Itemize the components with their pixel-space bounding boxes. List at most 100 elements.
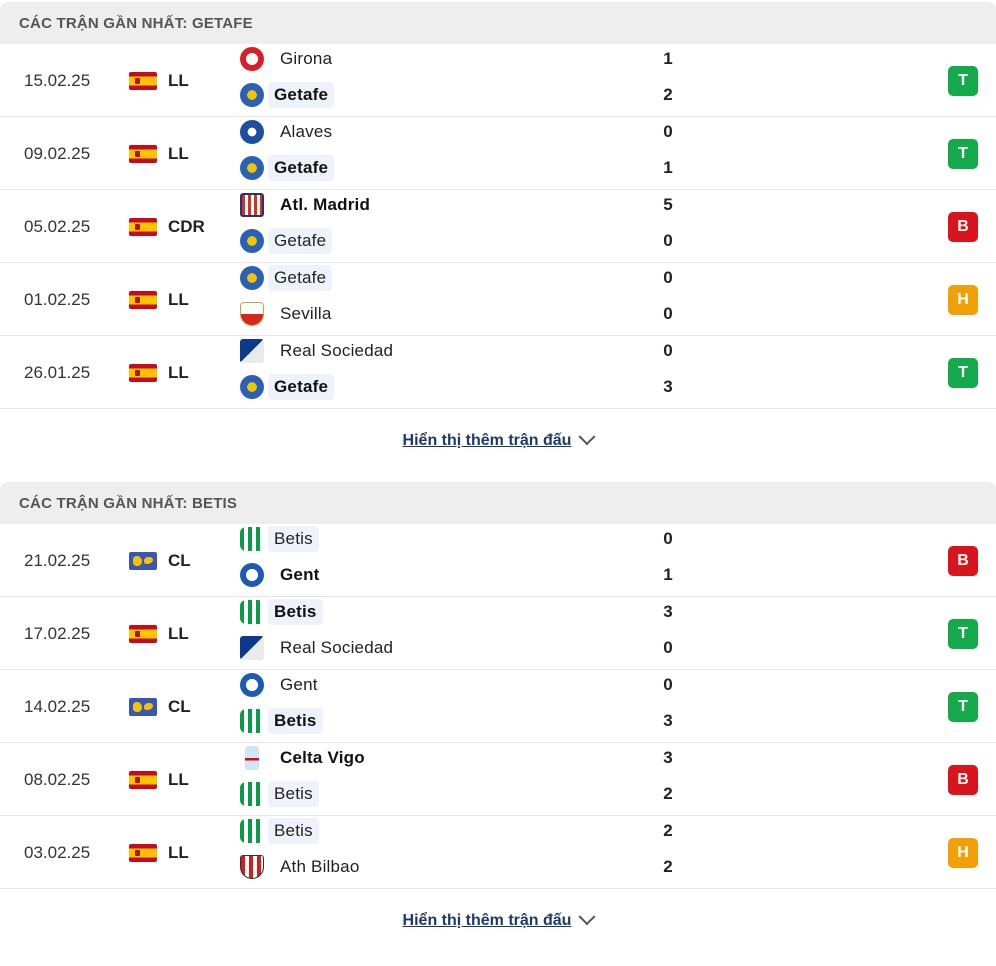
competition-label: LL: [168, 843, 189, 862]
home-team[interactable]: Betis: [240, 525, 319, 553]
competition-label: LL: [168, 624, 189, 643]
team-name: Betis: [268, 526, 319, 552]
result-badge: T: [948, 692, 978, 722]
atl-madrid-logo-icon: [240, 193, 264, 217]
recent-matches-getafe: CÁC TRẬN GẦN NHẤT: GETAFE 15.02.25 LL Giro…: [0, 2, 996, 473]
away-team[interactable]: Betis: [240, 707, 323, 735]
getafe-logo-icon: [240, 375, 264, 399]
home-team[interactable]: Getafe: [240, 264, 333, 292]
home-team[interactable]: Alaves: [240, 118, 338, 146]
match-row[interactable]: 03.02.25 LL Betis 2 Ath Bilbao 2 H: [0, 816, 996, 889]
home-score: 3: [663, 602, 673, 621]
away-team[interactable]: Ath Bilbao: [240, 853, 366, 881]
team-name: Getafe: [268, 228, 333, 254]
home-score: 3: [663, 748, 673, 767]
home-team[interactable]: Girona: [240, 45, 338, 73]
match-row[interactable]: 15.02.25 LL Girona 1 Getafe 2 T: [0, 44, 996, 117]
competition-label: LL: [168, 144, 189, 163]
team-name: Real Sociedad: [280, 341, 394, 360]
away-team[interactable]: Getafe: [240, 81, 335, 109]
home-team[interactable]: Atl. Madrid: [240, 191, 376, 219]
team-name: Betis: [268, 708, 323, 734]
away-score: 2: [663, 857, 673, 876]
team-name: Getafe: [268, 265, 333, 291]
show-more-matches-link[interactable]: Hiển thị thêm trận đấu: [402, 908, 596, 930]
match-row[interactable]: 21.02.25 CL Betis 0 Gent 1 B: [0, 524, 996, 597]
world-flag-icon: [129, 552, 157, 570]
world-flag-icon: [129, 698, 157, 716]
match-row[interactable]: 26.01.25 LL Real Sociedad 0 Getafe 3 T: [0, 336, 996, 409]
away-score: 3: [663, 711, 673, 730]
away-score: 0: [663, 304, 673, 323]
match-date: 01.02.25: [24, 290, 91, 309]
competition-label: CL: [168, 697, 191, 716]
gent-logo-icon: [240, 563, 264, 587]
team-name: Gent: [280, 565, 320, 584]
real-sociedad-logo-icon: [240, 636, 264, 660]
away-team[interactable]: Getafe: [240, 154, 335, 182]
betis-logo-icon: [240, 527, 264, 551]
match-list: 15.02.25 LL Girona 1 Getafe 2 T 09.02.25 LL Alave…: [0, 44, 996, 409]
match-row[interactable]: 05.02.25 CDR Atl. Madrid 5 Getafe 0 B: [0, 190, 996, 263]
competition-label: CDR: [168, 217, 205, 236]
competition-label: CL: [168, 551, 191, 570]
result-badge: T: [948, 66, 978, 96]
getafe-logo-icon: [240, 229, 264, 253]
team-name: Sevilla: [280, 304, 332, 323]
section-title: CÁC TRẬN GẦN NHẤT: GETAFE: [0, 2, 996, 44]
spain-flag-icon: [129, 291, 157, 309]
match-row[interactable]: 08.02.25 LL Celta Vigo 3 Betis 2 B: [0, 743, 996, 816]
show-more-matches-link[interactable]: Hiển thị thêm trận đấu: [402, 428, 596, 450]
home-score: 0: [663, 529, 673, 548]
away-score: 2: [663, 784, 673, 803]
team-name: Real Sociedad: [280, 638, 394, 657]
home-score: 0: [663, 341, 673, 360]
team-name: Ath Bilbao: [280, 857, 360, 876]
away-team[interactable]: Sevilla: [240, 300, 337, 328]
competition-label: LL: [168, 71, 189, 90]
away-team[interactable]: Gent: [240, 561, 326, 589]
team-name: Getafe: [268, 374, 335, 400]
real-sociedad-logo-icon: [240, 339, 264, 363]
match-date: 03.02.25: [24, 843, 91, 862]
away-score: 3: [663, 377, 673, 396]
betis-logo-icon: [240, 600, 264, 624]
team-name: Betis: [268, 599, 323, 625]
result-badge: T: [948, 358, 978, 388]
match-date: 14.02.25: [24, 697, 91, 716]
match-row[interactable]: 14.02.25 CL Gent 0 Betis 3 T: [0, 670, 996, 743]
away-score: 1: [663, 158, 673, 177]
team-name: Getafe: [268, 82, 335, 108]
home-team[interactable]: Real Sociedad: [240, 337, 399, 365]
result-badge: H: [948, 285, 978, 315]
spain-flag-icon: [129, 844, 157, 862]
team-name: Betis: [268, 818, 319, 844]
home-score: 5: [663, 195, 673, 214]
home-team[interactable]: Celta Vigo: [240, 744, 371, 772]
home-score: 2: [663, 821, 673, 840]
result-badge: B: [948, 765, 978, 795]
recent-matches-betis: CÁC TRẬN GẦN NHẤT: BETIS 21.02.25 CL Betis…: [0, 482, 996, 953]
team-name: Alaves: [280, 122, 333, 141]
team-name: Celta Vigo: [280, 748, 365, 767]
match-row[interactable]: 01.02.25 LL Getafe 0 Sevilla 0 H: [0, 263, 996, 336]
match-row[interactable]: 17.02.25 LL Betis 3 Real Sociedad 0 T: [0, 597, 996, 670]
betis-logo-icon: [240, 709, 264, 733]
show-more-label: Hiển thị thêm trận đấu: [402, 432, 572, 449]
match-list: 21.02.25 CL Betis 0 Gent 1 B 17.02.25 LL Betis 3 Re…: [0, 524, 996, 889]
home-team[interactable]: Betis: [240, 598, 323, 626]
team-name: Girona: [280, 49, 333, 68]
home-score: 1: [663, 49, 673, 68]
show-more-label: Hiển thị thêm trận đấu: [402, 912, 572, 929]
away-team[interactable]: Getafe: [240, 227, 333, 255]
home-team[interactable]: Gent: [240, 671, 324, 699]
result-badge: B: [948, 546, 978, 576]
match-date: 26.01.25: [24, 363, 91, 382]
team-name: Getafe: [268, 155, 335, 181]
away-team[interactable]: Real Sociedad: [240, 634, 399, 662]
away-team[interactable]: Getafe: [240, 373, 335, 401]
match-row[interactable]: 09.02.25 LL Alaves 0 Getafe 1 T: [0, 117, 996, 190]
away-team[interactable]: Betis: [240, 780, 319, 808]
competition-label: LL: [168, 770, 189, 789]
home-team[interactable]: Betis: [240, 817, 319, 845]
